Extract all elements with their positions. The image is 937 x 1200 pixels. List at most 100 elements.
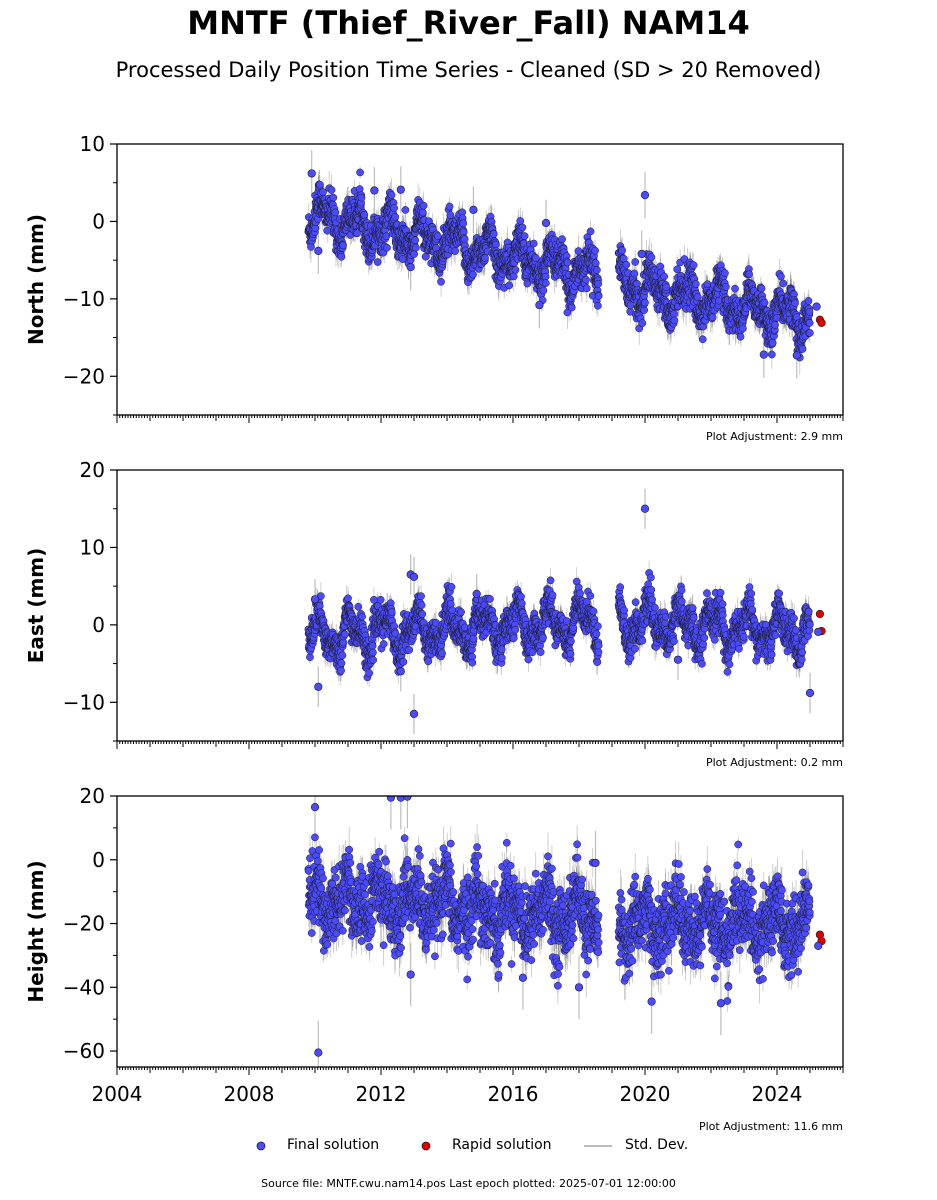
final-point: [631, 258, 640, 266]
final-point: [360, 211, 369, 219]
final-point: [451, 247, 459, 255]
final-point: [745, 270, 753, 279]
chart-title: MNTF (Thief_River_Fall) NAM14: [187, 4, 750, 42]
final-point: [516, 217, 525, 225]
final-point: [739, 324, 747, 333]
final-point: [574, 247, 583, 255]
final-point: [481, 254, 489, 262]
final-point: [353, 229, 361, 238]
final-point: [337, 252, 346, 261]
final-point: [582, 284, 591, 293]
plot-frame: [116, 143, 844, 416]
final-point: [316, 180, 324, 189]
final-point: [594, 301, 602, 310]
final-point: [586, 227, 595, 236]
final-point: [541, 279, 550, 287]
final-point: [319, 188, 327, 196]
final-point: [662, 283, 671, 292]
final-point: [760, 298, 769, 307]
final-point: [446, 211, 455, 219]
final-point: [511, 266, 520, 274]
final-point: [757, 284, 766, 293]
final-point: [411, 236, 419, 245]
final-point: [492, 240, 500, 249]
final-point: [593, 266, 601, 274]
final-point: [806, 329, 814, 337]
final-point-outlier: [535, 300, 544, 310]
final-point: [357, 193, 366, 202]
final-point: [327, 186, 336, 194]
final-point: [390, 204, 398, 212]
final-point: [523, 279, 532, 288]
final-point: [383, 243, 391, 252]
chart-subtitle: Processed Daily Position Time Series - C…: [115, 58, 822, 82]
final-point: [660, 272, 668, 281]
final-point-outlier: [759, 350, 768, 359]
final-point: [670, 316, 679, 325]
final-point: [721, 269, 729, 278]
y-tick-label: 0: [92, 209, 105, 233]
final-point: [708, 313, 717, 322]
final-point: [768, 338, 777, 347]
final-point: [622, 260, 631, 269]
final-point-outlier: [314, 246, 323, 255]
final-point: [731, 284, 739, 293]
final-point: [331, 208, 340, 217]
final-point-outlier: [637, 249, 646, 259]
final-point: [689, 261, 698, 269]
final-point-outlier: [307, 169, 316, 178]
final-point: [418, 208, 427, 217]
final-point: [307, 243, 315, 251]
final-point: [558, 235, 566, 244]
final-point: [459, 219, 468, 228]
final-point: [722, 282, 730, 291]
final-point: [768, 350, 776, 359]
final-point: [591, 259, 600, 267]
y-tick-label: 10: [80, 132, 105, 156]
final-point-outlier: [370, 186, 379, 195]
final-point: [541, 272, 550, 281]
final-point: [779, 279, 788, 288]
final-point-outlier: [469, 205, 478, 214]
final-point: [505, 281, 514, 290]
final-point: [532, 254, 540, 262]
final-point: [647, 253, 656, 262]
final-point: [618, 246, 627, 255]
final-point: [582, 275, 590, 284]
final-point: [529, 239, 538, 248]
final-point: [373, 258, 382, 266]
final-point: [630, 269, 639, 278]
final-point: [563, 258, 572, 267]
final-point: [509, 272, 518, 281]
final-point: [329, 193, 338, 202]
final-point: [518, 223, 527, 232]
final-point: [805, 319, 814, 327]
final-point: [387, 191, 396, 199]
final-point-outlier: [406, 263, 415, 272]
panel-data-0: [304, 150, 826, 379]
final-point: [791, 299, 799, 307]
final-point: [339, 241, 347, 250]
final-point-outlier: [792, 351, 801, 360]
final-point: [691, 280, 700, 288]
final-point: [594, 279, 603, 288]
final-point: [391, 212, 399, 221]
final-point: [805, 308, 814, 316]
final-point: [626, 301, 635, 310]
final-point: [638, 319, 647, 327]
final-point: [804, 297, 813, 305]
final-point: [693, 293, 702, 301]
final-point: [323, 226, 332, 235]
final-point: [591, 246, 599, 255]
final-point: [356, 168, 364, 177]
final-point: [419, 201, 428, 210]
final-point-outlier: [541, 218, 551, 228]
final-point: [469, 270, 477, 279]
final-point: [401, 206, 410, 214]
final-point: [567, 303, 576, 312]
final-point: [410, 250, 418, 258]
final-point: [771, 321, 779, 329]
final-point: [539, 286, 548, 295]
